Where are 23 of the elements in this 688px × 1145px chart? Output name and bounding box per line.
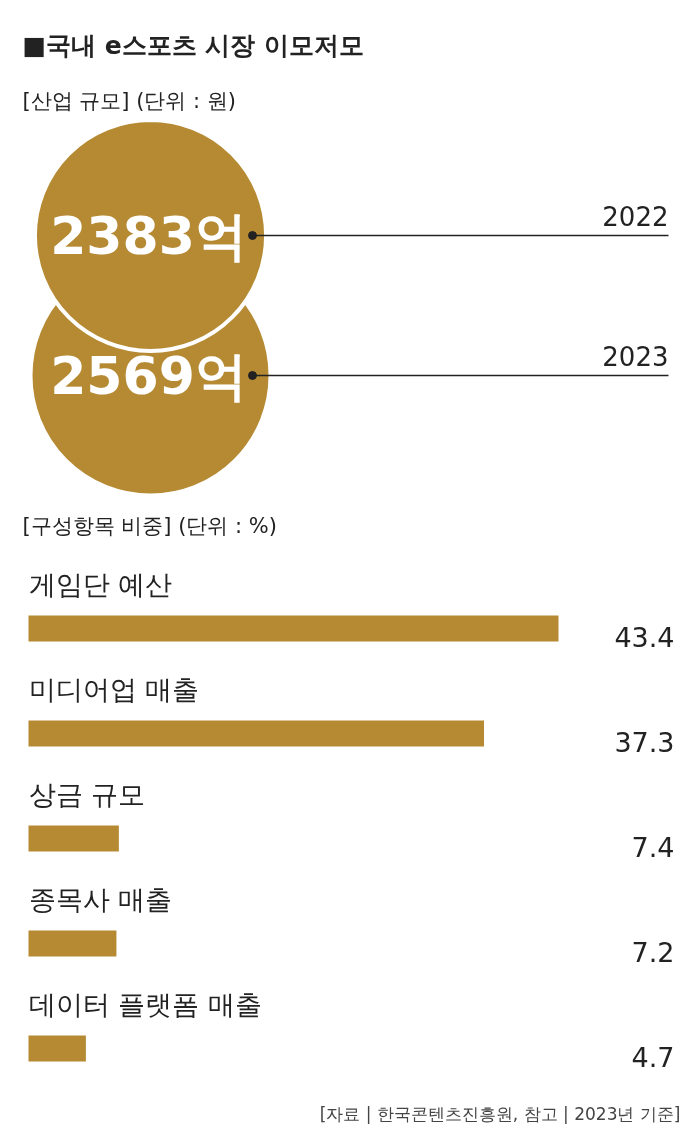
y-tick-label: 데이터 플랫폼 매출 [28,989,262,1020]
y-tick-label: 상금 규모 [28,779,146,810]
bar [28,720,485,747]
bar [28,1035,86,1062]
category-label: 2022 [602,201,669,232]
chart-title: [구성항목 비중] (단위 : %) [22,513,278,538]
data-label: 7.2 [631,936,675,968]
data-label: 4.7 [631,1041,675,1073]
bar [28,615,559,642]
y-tick-label: 종목사 매출 [28,884,173,915]
text: [자료 | 한국콘텐츠진흥원, 참고 | 2023년 기준] [319,1103,681,1124]
y-tick-label: 미디어업 매출 [28,674,200,705]
data-label: 2383억 [50,205,247,266]
y-tick-label: 게임단 예산 [28,569,173,600]
bar [28,825,119,852]
data-label: 43.4 [614,621,675,653]
data-label: 7.4 [631,831,675,863]
text: [산업 규모] (단위 : 원) [22,88,237,113]
bar [28,930,117,957]
text: ■국내 e스포츠 시장 이모저모 [22,31,365,60]
data-label: 2569억 [50,345,247,406]
category-label: 2023 [602,341,669,372]
data-label: 37.3 [614,726,675,758]
